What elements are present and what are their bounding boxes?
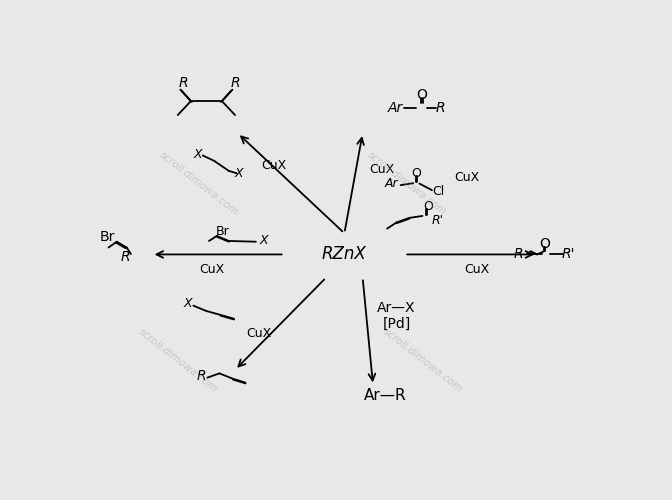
Text: R: R [178, 76, 187, 90]
Text: R: R [196, 370, 206, 384]
Text: Ar: Ar [384, 178, 398, 190]
Text: O: O [411, 167, 421, 180]
Text: R: R [436, 101, 446, 115]
Text: scroll.dimowa.com: scroll.dimowa.com [381, 326, 464, 394]
Text: R: R [121, 250, 130, 264]
Text: Ar: Ar [388, 101, 403, 115]
Text: R: R [230, 76, 240, 90]
Text: Ar—R: Ar—R [364, 388, 407, 403]
Text: X: X [194, 148, 202, 161]
Text: CuX: CuX [464, 264, 490, 276]
Text: CuX: CuX [199, 264, 224, 276]
Text: CuX: CuX [261, 160, 287, 172]
Text: Ar—X: Ar—X [377, 302, 416, 316]
Text: Cl: Cl [432, 185, 444, 198]
Text: Br: Br [216, 225, 230, 238]
Text: R: R [514, 248, 523, 262]
Text: RZnX: RZnX [322, 246, 367, 264]
Text: R': R' [432, 214, 444, 228]
Text: O: O [423, 200, 433, 213]
Text: X: X [184, 297, 192, 310]
Text: Br: Br [99, 230, 115, 244]
Text: CuX: CuX [454, 171, 479, 184]
Text: X: X [235, 166, 243, 179]
Text: CuX: CuX [370, 163, 394, 176]
Text: scroll.dimowa.com: scroll.dimowa.com [157, 150, 240, 217]
Text: R': R' [562, 248, 575, 262]
Text: CuX: CuX [246, 327, 271, 340]
Text: [Pd]: [Pd] [382, 316, 411, 330]
Text: O: O [416, 88, 427, 102]
Text: X: X [259, 234, 268, 248]
Text: scroll.dimowa.com: scroll.dimowa.com [366, 150, 448, 217]
Text: scroll.dimowa.com: scroll.dimowa.com [136, 326, 219, 394]
Text: O: O [540, 237, 550, 251]
